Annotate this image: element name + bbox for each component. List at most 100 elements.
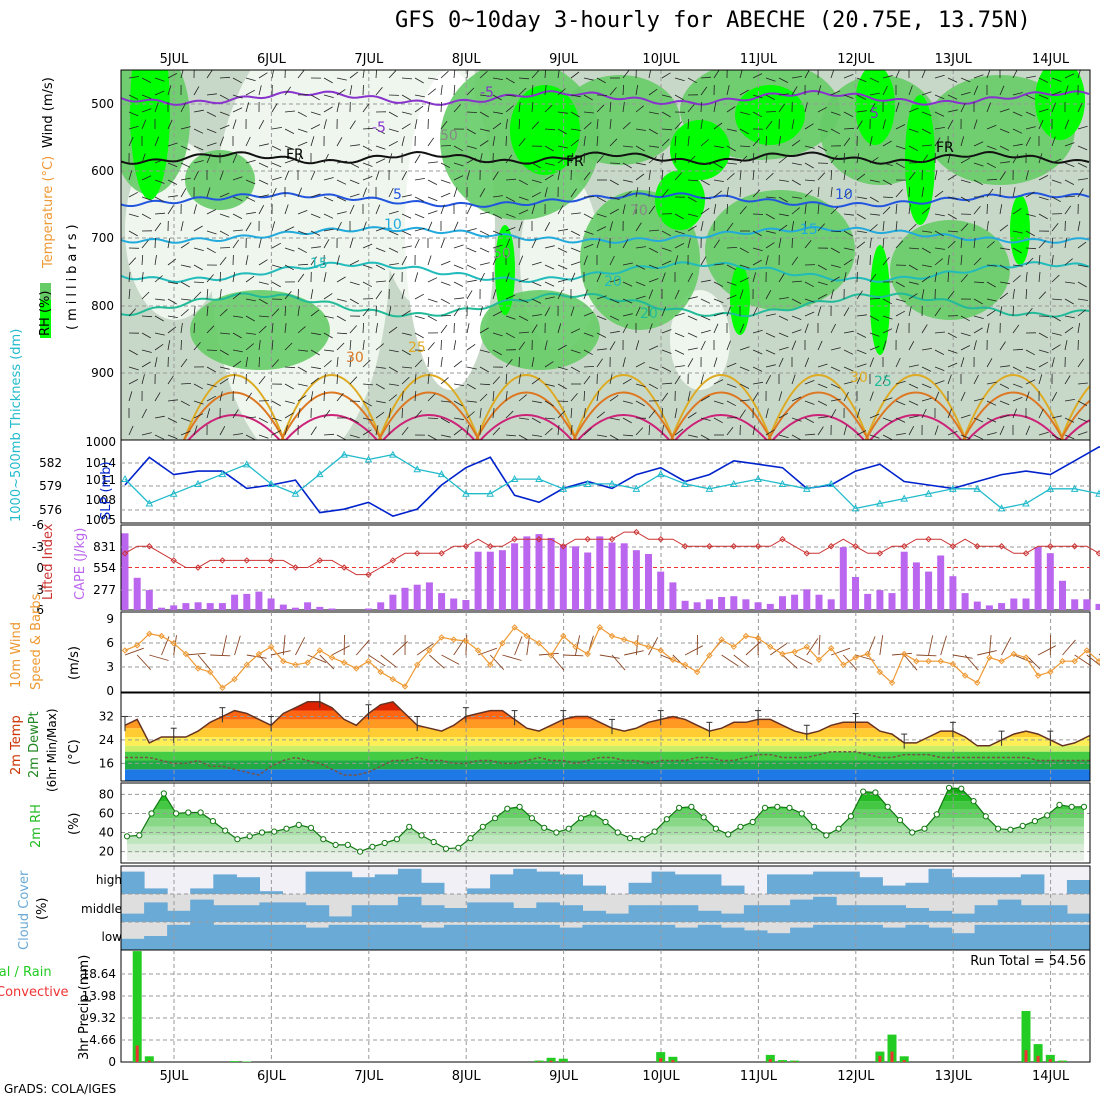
cape-bar <box>559 544 567 610</box>
wind-barb <box>388 326 398 334</box>
wind-barb <box>609 394 619 402</box>
wind-barb <box>895 124 906 130</box>
wind-barb <box>518 331 530 334</box>
wind-barb <box>479 153 483 164</box>
cape-bar <box>985 605 993 610</box>
cloud-cell <box>190 922 214 950</box>
temp2m-tick-label: 24 <box>99 733 114 747</box>
li-marker <box>316 557 324 564</box>
wind-barb <box>180 323 183 334</box>
wind-barb <box>271 281 281 288</box>
wind-barb <box>1012 143 1023 147</box>
wind-barb <box>1051 237 1053 249</box>
wind-barb <box>245 89 255 96</box>
wind-barb <box>856 196 867 200</box>
wind10-marker <box>913 657 920 665</box>
rh-saturated-region <box>1010 195 1030 265</box>
wind-barb <box>908 223 917 232</box>
rh2m-marker <box>786 804 793 811</box>
wind-barb <box>245 196 256 202</box>
wind-barb <box>934 272 937 283</box>
wind-barb <box>1051 158 1062 164</box>
wind10-barb <box>916 654 937 657</box>
wind-barb <box>1077 298 1088 301</box>
wind-barb <box>960 345 971 351</box>
cape-bar <box>852 577 859 610</box>
wind-barb <box>973 238 976 249</box>
wind-barb <box>947 349 958 354</box>
cloud-cell <box>582 910 606 922</box>
rh2m-marker <box>590 810 597 817</box>
wind10-marker <box>133 642 141 649</box>
wind-barb <box>856 332 867 338</box>
wind-barb <box>856 430 867 436</box>
wind-barb <box>700 179 710 186</box>
wind-barb <box>349 238 354 249</box>
wind-barb <box>973 374 979 385</box>
cloud-cell <box>974 924 999 950</box>
wind-barb <box>895 357 901 368</box>
wind-barb <box>934 307 942 317</box>
wind-barb <box>622 191 632 198</box>
thickness-marker <box>413 465 422 473</box>
wind-barb <box>1077 323 1080 334</box>
wind-barb <box>752 152 755 164</box>
wind-barb <box>817 106 827 113</box>
wind10-marker <box>1010 650 1017 658</box>
wind-barb <box>700 374 704 385</box>
wind-barb <box>713 379 724 385</box>
wind-barb <box>908 293 918 300</box>
wind-barb <box>479 140 489 147</box>
wind-barb <box>154 357 158 368</box>
wind-barb <box>713 400 724 405</box>
cloud-cell <box>559 905 583 922</box>
wind-barb <box>713 145 724 149</box>
wind-barb <box>440 434 451 438</box>
wind-barb <box>128 76 139 79</box>
wind-barb <box>245 275 255 283</box>
wind-barb <box>934 137 941 147</box>
wind-barb <box>895 221 898 232</box>
wind-barb <box>1038 374 1043 385</box>
wind-barb <box>219 256 227 266</box>
wind-barb <box>674 365 685 368</box>
wind-barb <box>947 362 958 368</box>
wind-barb <box>414 227 425 232</box>
wind-barb <box>427 255 432 266</box>
wind-barb <box>141 196 152 201</box>
wind-barb <box>440 298 450 305</box>
temperature-label: Temperature (°C) <box>41 156 56 269</box>
top-date-label: 10JUL <box>642 52 680 67</box>
wind-barb <box>1012 348 1024 351</box>
wind-barb <box>297 111 307 118</box>
wind10-barb <box>1062 639 1076 656</box>
wind-barb <box>817 383 828 389</box>
wind10-marker <box>718 636 725 643</box>
wind-barb <box>583 408 586 419</box>
wind-barb <box>284 204 289 215</box>
wind-barb <box>687 155 696 164</box>
wind-barb <box>206 306 209 317</box>
wind-barb <box>375 247 386 252</box>
wind-barb <box>310 289 314 300</box>
wind-barb <box>947 109 958 113</box>
wind10-marker <box>840 661 847 669</box>
wind-barb <box>466 290 473 300</box>
wind-barb <box>804 417 815 423</box>
dewpt2m-label: 2m DewPt <box>27 711 42 778</box>
wind-barb <box>180 162 191 168</box>
wind-barb <box>154 434 165 440</box>
rh2m-marker <box>774 803 781 810</box>
wind-barb <box>492 407 495 419</box>
wind-barb <box>895 310 905 317</box>
wind-barb <box>453 400 463 407</box>
rh2m-marker <box>1007 826 1014 833</box>
cloud-cell <box>628 924 653 950</box>
wind10-barb <box>124 647 144 656</box>
contour-35 <box>381 414 476 440</box>
wind-barb <box>869 103 876 113</box>
temp2m-tick-label: 16 <box>99 756 114 770</box>
wind-barb <box>375 264 386 270</box>
wind-barb <box>310 366 321 370</box>
